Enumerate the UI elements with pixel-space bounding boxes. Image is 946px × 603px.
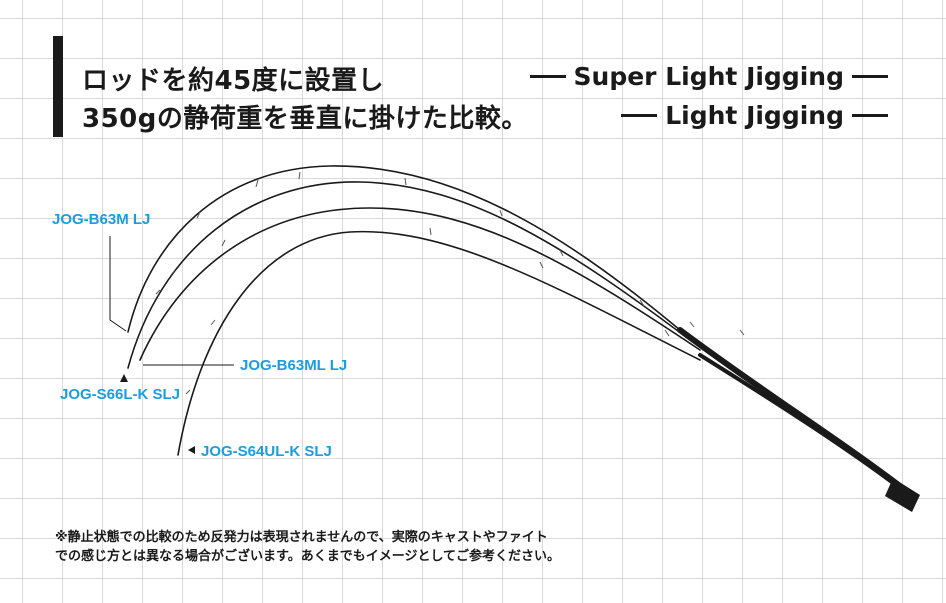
legend-label-lj: Light Jigging bbox=[665, 101, 844, 130]
marker-s66l-k-slj bbox=[120, 374, 128, 382]
rod-curve-s66l-k-slj bbox=[127, 181, 691, 369]
legend-light-jigging: Light Jigging bbox=[613, 101, 896, 130]
title-line-2: 350gの静荷重を垂直に掛けた比較。 bbox=[82, 104, 528, 134]
rod-curve-b63m-lj bbox=[127, 165, 681, 333]
rod-grip bbox=[885, 478, 920, 512]
legend-dash-right bbox=[852, 114, 888, 117]
legend-label-slj: Super Light Jigging bbox=[573, 62, 844, 91]
legend-dash-left bbox=[529, 75, 566, 78]
rod-label-b63ml-lj: JOG-B63ML LJ bbox=[240, 357, 348, 374]
legend-super-light-jigging: Super Light Jigging bbox=[522, 62, 896, 91]
title-line-1: ロッドを約45度に設置し bbox=[82, 66, 385, 96]
rod-label-s66l-k-slj: JOG-S66L-K SLJ bbox=[60, 386, 181, 403]
rod-curve-s64ul-k-slj bbox=[177, 230, 701, 456]
rod-curve-b63ml-lj bbox=[139, 207, 701, 361]
marker-s64ul-k-slj bbox=[188, 446, 195, 454]
title-accent-bar bbox=[53, 36, 63, 137]
rod-butt-section-2 bbox=[698, 353, 907, 494]
disclaimer-line-1: ※静止状態での比較のため反発力は表現されませんので、実際のキャストやファイト bbox=[55, 530, 548, 545]
legend-dash-left bbox=[621, 114, 658, 117]
legend-dash-right bbox=[852, 75, 888, 78]
leader-b63m-lj bbox=[109, 236, 127, 332]
rod-label-s64ul-k-slj: JOG-S64UL-K SLJ bbox=[201, 443, 332, 460]
rod-label-b63m-lj: JOG-B63M LJ bbox=[52, 211, 151, 228]
disclaimer-line-2: での感じ方とは異なる場合がございます。あくまでもイメージとしてご参考ください。 bbox=[55, 549, 561, 564]
